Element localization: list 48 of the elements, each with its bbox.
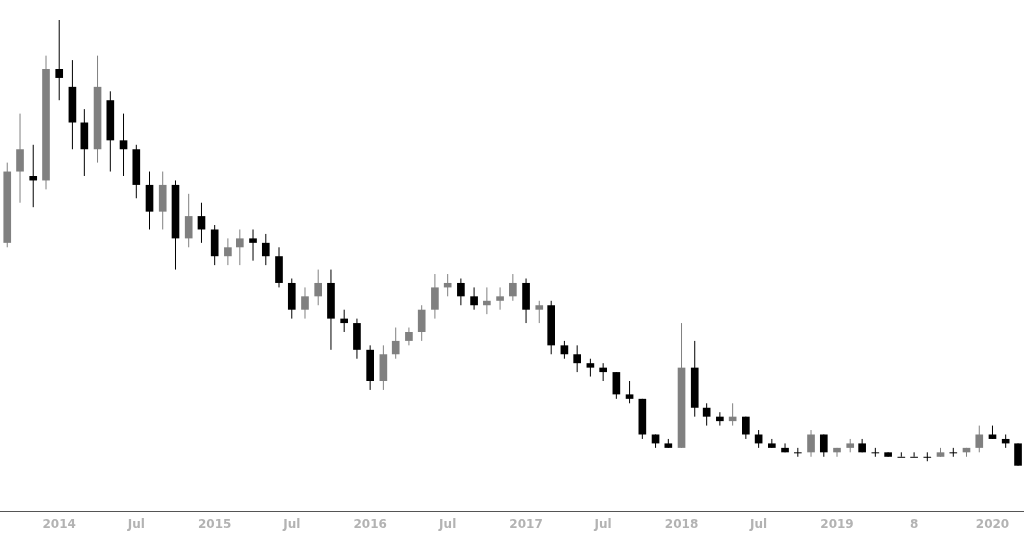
x-tick-label: Jul — [438, 516, 457, 531]
candlestick — [625, 380, 634, 404]
candlestick — [301, 286, 309, 320]
candlestick — [612, 371, 621, 400]
x-tick-label: 2015 — [197, 516, 232, 531]
x-tick-label: 2016 — [353, 516, 387, 531]
candlestick — [716, 411, 724, 427]
candlestick — [340, 309, 349, 333]
candlestick — [224, 237, 232, 266]
x-tick-label: 2019 — [820, 516, 854, 531]
candlestick — [314, 269, 323, 306]
x-tick-label: 2017 — [509, 516, 543, 531]
x-tick-label: Jul — [749, 516, 768, 531]
x-tick-label: Jul — [593, 516, 612, 531]
candlestick — [470, 286, 478, 311]
candlestick — [833, 447, 841, 458]
candlestick — [184, 193, 193, 248]
candlestick — [702, 402, 711, 427]
candlestick — [457, 278, 465, 306]
candlestick — [807, 429, 815, 458]
candlestick — [417, 304, 426, 342]
candlestick — [55, 19, 64, 101]
candlestick — [535, 300, 544, 324]
candlestick — [261, 233, 270, 266]
candlestick — [235, 228, 244, 266]
candlestick — [119, 113, 128, 177]
candlestick — [29, 144, 38, 208]
x-tick-label: 2014 — [42, 516, 76, 531]
candlestick — [910, 451, 918, 458]
candlestick — [1014, 442, 1022, 467]
candlestick — [249, 228, 257, 262]
x-tick-label: 8 — [909, 516, 919, 531]
candlestick — [573, 344, 582, 373]
candlestick — [781, 442, 789, 453]
candlestick — [509, 273, 517, 302]
candlestick — [496, 286, 504, 311]
x-tick-label: Jul — [126, 516, 145, 531]
x-tick-label: 2018 — [664, 516, 699, 531]
candlestick — [975, 425, 984, 453]
x-tick-label: Jul — [282, 516, 301, 531]
candlestick — [483, 286, 491, 315]
x-tick-label: 2020 — [975, 516, 1010, 531]
candlestick — [16, 113, 24, 204]
candlestick — [897, 451, 906, 458]
candlestick — [391, 327, 400, 360]
candlestick — [819, 434, 828, 458]
candlestick — [443, 273, 452, 297]
candlestick — [431, 273, 439, 320]
